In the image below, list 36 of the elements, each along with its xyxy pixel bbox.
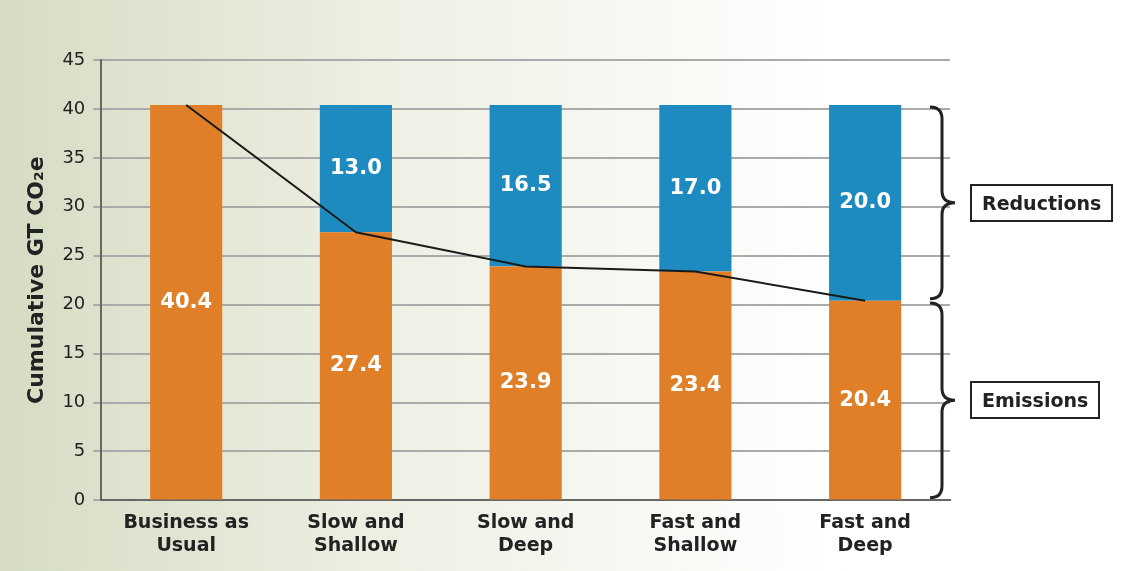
bar [659,271,732,500]
bar [489,105,562,267]
y-tick-label: 25 [62,243,86,265]
x-tick-label: Slow and Shallow [307,509,405,555]
y-tick-label: 40 [62,96,86,118]
y-axis-title: Cumulative GT CO₂e [22,156,48,404]
data-label: 27.4 [330,352,382,377]
y-tick-label: 5 [73,439,86,461]
data-label: 23.4 [669,371,722,396]
data-label: 20.4 [839,386,892,411]
bar [150,105,223,500]
data-label: 20.0 [839,189,892,214]
x-tick-label: Fast and Deep [819,509,911,555]
bar [829,105,902,301]
y-tick-label: 35 [62,145,86,167]
y-tick-label: 10 [62,390,86,412]
y-tick-label: 15 [62,341,86,363]
bar [659,105,732,272]
data-label: 40.4 [160,288,213,313]
bar [319,105,392,233]
data-label: 16.5 [499,172,552,197]
data-label: 17.0 [669,174,722,199]
bar [829,300,902,500]
text: Emissions [970,381,1101,420]
data-label: 13.0 [330,155,382,180]
x-tick-label: Business as Usual [123,509,249,555]
y-tick-label: 45 [62,47,86,69]
y-tick-label: 20 [62,292,86,314]
x-tick-label: Slow and Deep [476,509,575,555]
y-tick-label: 30 [62,194,86,216]
x-tick-label: Fast and Shallow [649,509,742,555]
bar [319,232,392,500]
bar [489,266,562,500]
y-tick-label: 0 [73,488,86,510]
text: Reductions [970,183,1114,222]
data-label: 23.9 [499,369,552,394]
